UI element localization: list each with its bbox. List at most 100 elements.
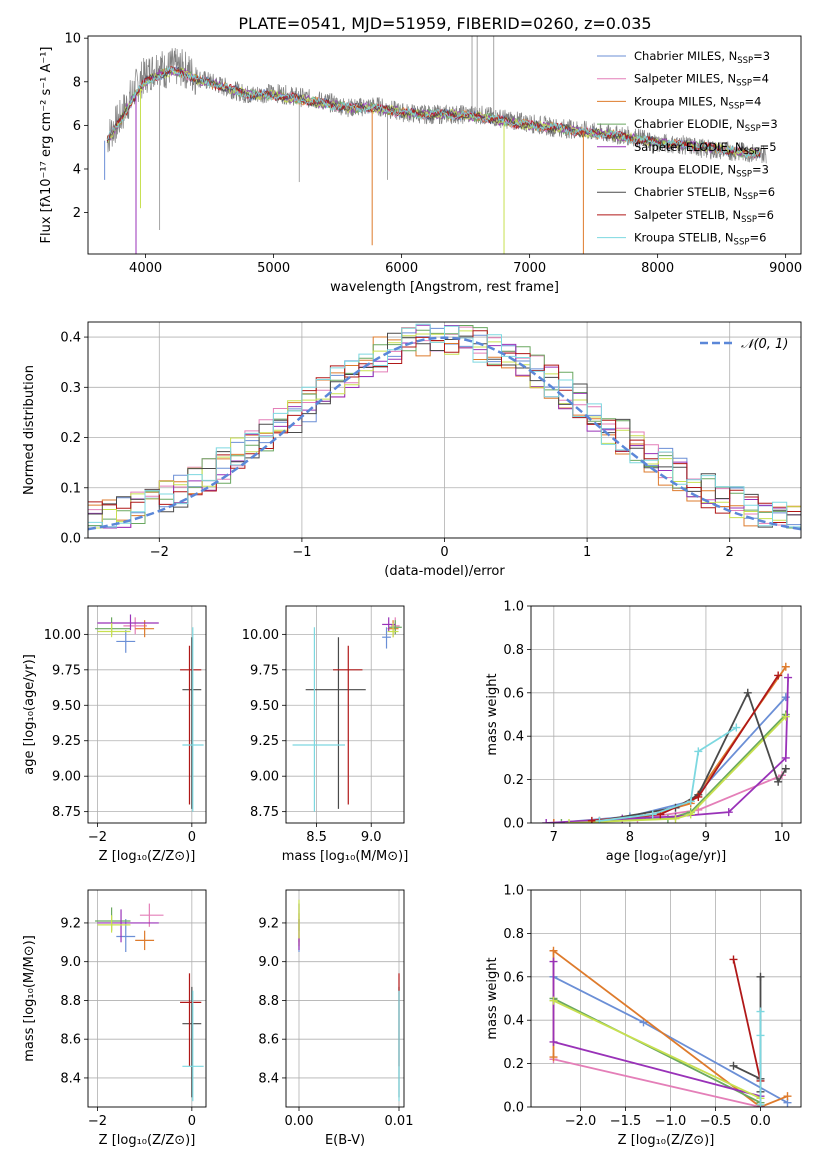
y-axis-label: mass weight <box>485 957 500 1039</box>
y-tick-label: 6 <box>73 119 81 134</box>
x-tick-label: −2.0 <box>565 1114 597 1129</box>
mass-weight-line-ss <box>732 959 762 1082</box>
mass-weight-marker-ke <box>565 819 574 823</box>
legend-label-ks: Kroupa STELIB, NSSP=6 <box>634 231 766 248</box>
y-tick-label: 8 <box>73 75 81 90</box>
y-tick-label: 1.0 <box>503 884 524 899</box>
mass-weight-line-ce <box>553 997 761 1104</box>
y-tick-label: 0.8 <box>503 643 524 658</box>
mass-weight-marker-cs <box>781 764 790 773</box>
y-tick-label: 9.75 <box>250 663 279 678</box>
mass-weight-marker-cs <box>743 688 752 697</box>
y-tick-label: 10.00 <box>44 628 81 643</box>
y-axis-label: mass [log₁₀(M/M⊙)] <box>22 935 37 1062</box>
residual-histogram-ss <box>88 330 801 523</box>
axes-frame <box>87 605 207 824</box>
figure-title: PLATE=0541, MJD=51959, FIBERID=0260, z=0… <box>238 14 651 33</box>
y-tick-label: 0.0 <box>503 1101 524 1116</box>
y-tick-label: 2 <box>73 206 81 221</box>
y-tick-label: 9.50 <box>52 699 81 714</box>
plot-area-age_vs_mass <box>286 606 404 823</box>
y-tick-label: 4 <box>73 162 81 177</box>
gaussian-curve <box>88 336 801 531</box>
mass-weight-marker-ke <box>686 810 695 819</box>
mass-weight-marker-ke <box>781 712 790 721</box>
mass-weight-marker-ss <box>587 816 596 823</box>
legend-label-ss: Salpeter STELIB, NSSP=6 <box>634 208 774 225</box>
panel-mass_vs_Z: −2 0 8.4 8.6 8.8 9.0 9.2 Z [log₁₀(Z/Z⊙)] mass [l… <box>22 889 207 1148</box>
x-tick-label: 7 <box>550 830 558 845</box>
y-axis-label: Normed distribution <box>22 365 37 495</box>
panel-mass_vs_ebv: 0.00 0.01 8.4 8.6 8.8 9.0 9.2 E(B-V) <box>258 889 413 1148</box>
axes-frame <box>87 35 802 255</box>
x-tick-label: 1 <box>583 545 591 560</box>
legend-label-cs: Chabrier STELIB, NSSP=6 <box>634 185 775 202</box>
y-tick-label: 0.0 <box>60 532 81 547</box>
x-tick-label: 9000 <box>769 261 802 276</box>
x-tick-label: 2 <box>726 545 734 560</box>
panel-mass_weight_vs_age: 7 8 9 10 0.0 0.2 0.4 0.6 0.8 1.0 age [log₁₀(age/yr… <box>485 600 802 864</box>
y-tick-label: 9.0 <box>60 955 81 970</box>
panel-spectrum: 4000 5000 6000 7000 8000 9000 2 4 6 8 10 wavelength… <box>39 32 802 295</box>
x-axis-label: mass [log₁₀(M/M⊙)] <box>282 849 409 864</box>
x-tick-label: −0.5 <box>700 1114 732 1129</box>
axes-frame <box>285 605 405 824</box>
mass-weight-marker-cs <box>774 777 783 786</box>
mass-weight-marker-km <box>549 819 558 823</box>
x-tick-label: 8000 <box>641 261 674 276</box>
y-tick-label: 8.8 <box>60 994 81 1009</box>
axes-frame <box>87 889 207 1108</box>
mass-weight-marker-km <box>549 946 558 955</box>
plot-area-age_vs_Z <box>88 606 206 823</box>
panel-age_vs_mass: 8.5 9.0 8.75 9.00 9.25 9.50 9.75 10.00 mass [log… <box>242 605 409 864</box>
y-tick-label: 8.8 <box>258 994 279 1009</box>
mass-weight-marker-ks <box>756 1100 765 1107</box>
mass-weight-marker-ke <box>671 814 680 823</box>
x-tick-label: 0 <box>188 1114 196 1129</box>
panel-age_vs_Z: −2 0 8.75 9.00 9.25 9.50 9.75 10.00 Z [log₁₀(Z/Z… <box>22 605 207 864</box>
y-tick-label: 0.8 <box>503 927 524 942</box>
x-tick-label: 0 <box>188 830 196 845</box>
axes-frame <box>285 889 405 1108</box>
mass-weight-line-se <box>552 961 762 1107</box>
y-tick-label: 9.2 <box>258 916 279 931</box>
x-tick-label: 9.0 <box>361 830 382 845</box>
x-tick-label: 0.00 <box>285 1114 314 1129</box>
y-tick-label: 0.3 <box>60 381 81 396</box>
legend-label-sm: Salpeter MILES, NSSP=4 <box>634 72 769 89</box>
y-tick-label: 9.25 <box>250 734 279 749</box>
y-tick-label: 9.2 <box>60 916 81 931</box>
mass-weight-marker-ss <box>694 792 703 801</box>
mass-weight-marker-km <box>781 662 790 671</box>
x-tick-label: −2 <box>88 830 107 845</box>
y-tick-label: 8.4 <box>258 1071 279 1086</box>
y-tick-label: 0.6 <box>503 686 524 701</box>
mass-weight-marker-ks <box>648 810 657 819</box>
y-tick-label: 0.0 <box>503 817 524 832</box>
y-tick-label: 0.4 <box>503 730 524 745</box>
x-tick-label: 8 <box>626 830 634 845</box>
x-axis-label: Z [log₁₀(Z/Z⊙)] <box>99 849 196 864</box>
mass-weight-marker-ks <box>756 1031 765 1040</box>
mass-weight-marker-ce <box>557 819 566 823</box>
x-axis-label: age [log₁₀(age/yr)] <box>606 849 727 864</box>
y-axis-label: mass weight <box>485 673 500 755</box>
mass-weight-line-ke <box>553 999 761 1100</box>
x-tick-label: −2 <box>88 1114 107 1129</box>
x-tick-label: 10 <box>774 830 791 845</box>
y-axis-label: age [log₁₀(age/yr)] <box>22 654 37 775</box>
x-tick-label: 0 <box>440 545 448 560</box>
y-tick-label: 8.75 <box>250 805 279 820</box>
mass-weight-marker-se <box>549 957 558 966</box>
y-tick-label: 9.0 <box>258 955 279 970</box>
mass-weight-marker-km <box>783 1092 792 1101</box>
mass-weight-marker-ks <box>756 1007 765 1016</box>
y-tick-label: 9.00 <box>52 770 81 785</box>
y-tick-label: 8.75 <box>52 805 81 820</box>
x-axis-label: wavelength [Angstrom, rest frame] <box>330 280 559 295</box>
y-tick-label: 0.4 <box>503 1014 524 1029</box>
x-axis-label: Z [log₁₀(Z/Z⊙)] <box>99 1133 196 1148</box>
y-tick-label: 9.50 <box>250 699 279 714</box>
y-tick-label: 9.25 <box>52 734 81 749</box>
legend-label-se: Salpeter ELODIE, NSSP=5 <box>634 140 777 157</box>
